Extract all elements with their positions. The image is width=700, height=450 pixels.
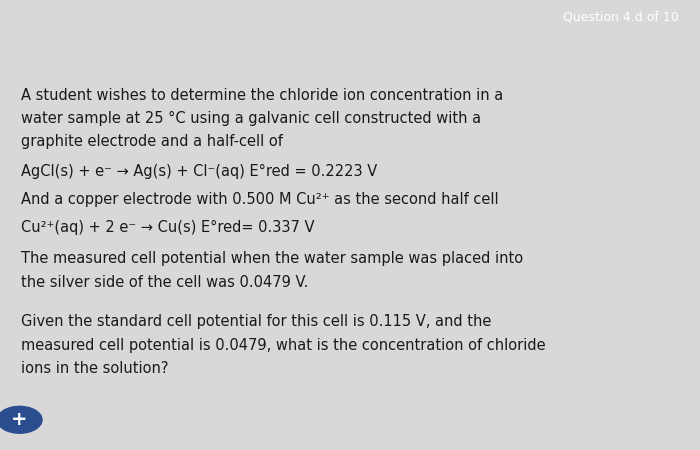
Text: And a copper electrode with 0.500 M Cu²⁺ as the second half cell: And a copper electrode with 0.500 M Cu²⁺… <box>21 192 498 207</box>
Circle shape <box>0 406 42 433</box>
Text: Question 4.d of 10: Question 4.d of 10 <box>564 10 679 23</box>
Text: graphite electrode and a half-cell of: graphite electrode and a half-cell of <box>21 134 283 149</box>
Text: AgCl(s) + e⁻ → Ag(s) + Cl⁻(aq) E°red = 0.2223 V: AgCl(s) + e⁻ → Ag(s) + Cl⁻(aq) E°red = 0… <box>21 164 377 180</box>
Text: ions in the solution?: ions in the solution? <box>21 361 169 376</box>
Text: the silver side of the cell was 0.0479 V.: the silver side of the cell was 0.0479 V… <box>21 275 309 290</box>
Text: measured cell potential is 0.0479, what is the concentration of chloride: measured cell potential is 0.0479, what … <box>21 338 545 353</box>
Text: The measured cell potential when the water sample was placed into: The measured cell potential when the wat… <box>21 251 523 266</box>
Text: Cu²⁺(aq) + 2 e⁻ → Cu(s) E°red= 0.337 V: Cu²⁺(aq) + 2 e⁻ → Cu(s) E°red= 0.337 V <box>21 220 314 235</box>
Text: Given the standard cell potential for this cell is 0.115 V, and the: Given the standard cell potential for th… <box>21 314 491 329</box>
Text: water sample at 25 °C using a galvanic cell constructed with a: water sample at 25 °C using a galvanic c… <box>21 111 481 126</box>
Text: A student wishes to determine the chloride ion concentration in a: A student wishes to determine the chlori… <box>21 88 503 103</box>
Text: +: + <box>11 410 28 429</box>
